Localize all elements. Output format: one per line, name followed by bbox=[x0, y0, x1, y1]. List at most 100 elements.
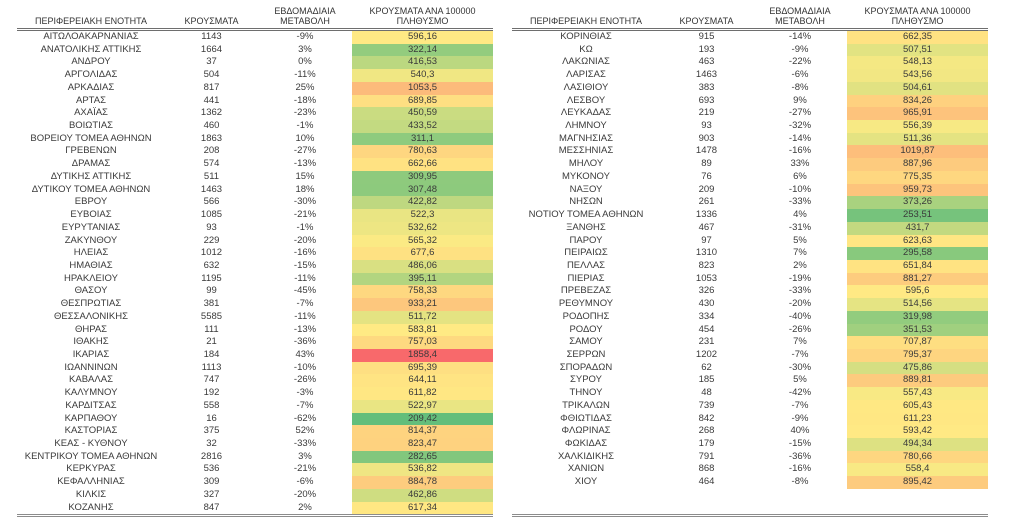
cell-rate-per-100k: 511,36 bbox=[847, 132, 988, 146]
cell-weekly-change: -30% bbox=[293, 196, 317, 208]
table-row: ΚΙΛΚΙΣ 327 -20% 462,86 bbox=[17, 488, 493, 502]
column-header-cases-per-100k: ΚΡΟΥΣΜΑΤΑ ΑΝΑ 100000 ΠΛΗΘΥΣΜΟ bbox=[864, 6, 971, 26]
cell-region-name: ΠΕΙΡΑΙΩΣ bbox=[564, 247, 608, 259]
cell-cases: 99 bbox=[206, 285, 217, 297]
cell-cases: 632 bbox=[203, 259, 220, 271]
cell-rate-per-100k: 307,48 bbox=[352, 183, 493, 197]
table-row: ΑΝΑΤΟΛΙΚΗΣ ΑΤΤΙΚΗΣ 1664 3% 322,14 bbox=[17, 43, 493, 57]
cell-region-name: ΜΗΛΟΥ bbox=[568, 158, 604, 170]
cell-region-name: ΛΑΡΙΣΑΣ bbox=[566, 69, 606, 81]
cell-rate-per-100k: 557,43 bbox=[847, 387, 988, 400]
cell-weekly-change: -31% bbox=[788, 221, 812, 233]
cell-weekly-change: -22% bbox=[788, 56, 812, 68]
table-row: ΛΕΣΒΟΥ 693 9% 834,26 bbox=[512, 94, 988, 108]
cell-region-name: ΗΡΑΚΛΕΙΟΥ bbox=[64, 272, 118, 284]
cell-cases: 693 bbox=[698, 94, 715, 106]
cell-weekly-change: 0% bbox=[298, 56, 312, 68]
cell-weekly-change: -1% bbox=[296, 120, 314, 132]
cell-weekly-change: 43% bbox=[295, 348, 315, 360]
cell-region-name: ΠΡΕΒΕΖΑΣ bbox=[560, 285, 612, 297]
table-row: ΒΟΡΕΙΟΥ ΤΟΜΕΑ ΑΘΗΝΩΝ 1863 10% 311,1 bbox=[17, 132, 493, 146]
cell-rate-per-100k: 450,59 bbox=[352, 107, 493, 121]
cell-rate-per-100k: 611,23 bbox=[847, 412, 988, 426]
table-row: ΚΑΡΔΙΤΣΑΣ 558 -7% 522,97 bbox=[17, 399, 493, 413]
table-row: ΘΗΡΑΣ 111 -13% 583,81 bbox=[17, 323, 493, 337]
cell-cases: 93 bbox=[206, 221, 217, 233]
cell-cases: 2816 bbox=[200, 450, 223, 462]
cell-weekly-change: -7% bbox=[791, 399, 809, 411]
cell-cases: 5585 bbox=[200, 310, 223, 322]
table-row: ΔΥΤΙΚΟΥ ΤΟΜΕΑ ΑΘΗΝΩΝ 1463 18% 307,48 bbox=[17, 183, 493, 197]
cell-cases: 823 bbox=[698, 259, 715, 271]
cell-region-name: ΚΑΛΥΜΝΟΥ bbox=[64, 387, 118, 399]
table-row: ΧΑΛΚΙΔΙΚΗΣ 791 -36% 780,66 bbox=[512, 450, 988, 464]
cell-region-name: ΚΑΣΤΟΡΙΑΣ bbox=[64, 425, 118, 437]
column-header-cases-per-100k: ΚΡΟΥΣΜΑΤΑ ΑΝΑ 100000 ΠΛΗΘΥΣΜΟ bbox=[369, 6, 476, 26]
cell-region-name: ΚΑΒΑΛΑΣ bbox=[69, 374, 113, 386]
cell-region-name: ΕΥΒΟΙΑΣ bbox=[70, 209, 112, 221]
table-row: ΗΡΑΚΛΕΙΟΥ 1195 -11% 395,11 bbox=[17, 272, 493, 286]
table-row: ΣΥΡΟΥ 185 5% 889,81 bbox=[512, 374, 988, 388]
cell-rate-per-100k: 895,42 bbox=[847, 476, 988, 489]
column-header-weekly-change: ΕΒΔΟΜΑΔΙΑΙΑ ΜΕΤΑΒΟΛΗ bbox=[274, 6, 336, 26]
cell-cases: 192 bbox=[203, 387, 220, 399]
cell-cases: 454 bbox=[698, 323, 715, 335]
cell-cases: 1085 bbox=[200, 209, 223, 221]
column-header-cases: ΚΡΟΥΣΜΑΤΑ bbox=[679, 16, 734, 26]
cell-weekly-change: -9% bbox=[791, 43, 809, 55]
cell-weekly-change: 9% bbox=[793, 94, 807, 106]
regional-table-left: ΠΕΡΙΦΕΡΕΙΑΚΗ ΕΝΟΤΗΤΑ ΚΡΟΥΣΜΑΤΑ ΕΒΔΟΜΑΔΙΑ… bbox=[17, 0, 493, 517]
cell-weekly-change: -20% bbox=[293, 234, 317, 246]
cell-region-name: ΙΘΑΚΗΣ bbox=[73, 336, 109, 348]
table-row: ΗΜΑΘΙΑΣ 632 -15% 486,06 bbox=[17, 259, 493, 273]
cell-rate-per-100k: 522,97 bbox=[352, 399, 493, 413]
cell-region-name: ΚΟΡΙΝΘΙΑΣ bbox=[560, 31, 612, 42]
cell-cases: 375 bbox=[203, 425, 220, 437]
cell-cases: 842 bbox=[698, 412, 715, 424]
table-row: ΠΕΛΛΑΣ 823 2% 651,84 bbox=[512, 259, 988, 273]
cell-region-name: ΦΩΚΙΔΑΣ bbox=[564, 438, 608, 449]
table-row: ΚΕΦΑΛΛΗΝΙΑΣ 309 -6% 884,78 bbox=[17, 476, 493, 489]
cell-weekly-change: -21% bbox=[293, 463, 317, 475]
cell-region-name: ΤΡΙΚΑΛΩΝ bbox=[562, 399, 610, 411]
table-row: ΤΗΝΟΥ 48 -42% 557,43 bbox=[512, 387, 988, 400]
cell-cases: 868 bbox=[698, 463, 715, 475]
cell-cases: 504 bbox=[203, 69, 220, 81]
cell-cases: 1310 bbox=[695, 247, 718, 259]
cell-rate-per-100k: 462,86 bbox=[352, 488, 493, 502]
table-row: ΣΠΟΡΑΔΩΝ 62 -30% 475,86 bbox=[512, 361, 988, 375]
cell-rate-per-100k: 532,62 bbox=[352, 221, 493, 235]
cell-weekly-change: -19% bbox=[788, 272, 812, 284]
cell-weekly-change: -26% bbox=[293, 374, 317, 386]
cell-region-name: ΖΑΚΥΝΘΟΥ bbox=[64, 234, 118, 246]
cell-rate-per-100k: 422,82 bbox=[352, 196, 493, 210]
cell-region-name: ΜΕΣΣΗΝΙΑΣ bbox=[558, 145, 614, 157]
cell-cases: 1863 bbox=[200, 132, 223, 144]
cell-rate-per-100k: 309,95 bbox=[352, 170, 493, 184]
cell-weekly-change: 5% bbox=[793, 374, 807, 386]
cell-region-name: ΔΥΤΙΚΟΥ ΤΟΜΕΑ ΑΘΗΝΩΝ bbox=[31, 183, 151, 195]
cell-rate-per-100k: 507,51 bbox=[847, 43, 988, 57]
cell-weekly-change: -9% bbox=[296, 31, 314, 42]
table-row: ΡΕΘΥΜΝΟΥ 430 -20% 514,56 bbox=[512, 298, 988, 311]
cell-cases: 268 bbox=[698, 425, 715, 437]
cell-weekly-change: -20% bbox=[293, 488, 317, 500]
cell-cases: 32 bbox=[206, 438, 217, 449]
cell-cases: 261 bbox=[698, 196, 715, 208]
cell-cases: 558 bbox=[203, 399, 220, 411]
table-row: ΔΥΤΙΚΗΣ ΑΤΤΙΚΗΣ 511 15% 309,95 bbox=[17, 170, 493, 184]
cell-cases: 1463 bbox=[695, 69, 718, 81]
cell-rate-per-100k: 780,66 bbox=[847, 450, 988, 464]
table-row: ΚΩ 193 -9% 507,51 bbox=[512, 43, 988, 57]
cell-cases: 334 bbox=[698, 310, 715, 322]
cell-cases: 179 bbox=[698, 438, 715, 449]
cell-rate-per-100k: 486,06 bbox=[352, 259, 493, 273]
table-row: ΡΟΔΟΠΗΣ 334 -40% 319,98 bbox=[512, 310, 988, 324]
cell-weekly-change: -30% bbox=[788, 361, 812, 373]
cell-rate-per-100k: 548,13 bbox=[847, 56, 988, 70]
table-row: ΛΑΡΙΣΑΣ 1463 -6% 543,56 bbox=[512, 69, 988, 82]
cell-rate-per-100k: 707,87 bbox=[847, 336, 988, 349]
cell-cases: 1113 bbox=[201, 361, 222, 373]
table-row: ΕΥΒΟΙΑΣ 1085 -21% 522,3 bbox=[17, 209, 493, 222]
cell-weekly-change: 3% bbox=[298, 43, 312, 55]
